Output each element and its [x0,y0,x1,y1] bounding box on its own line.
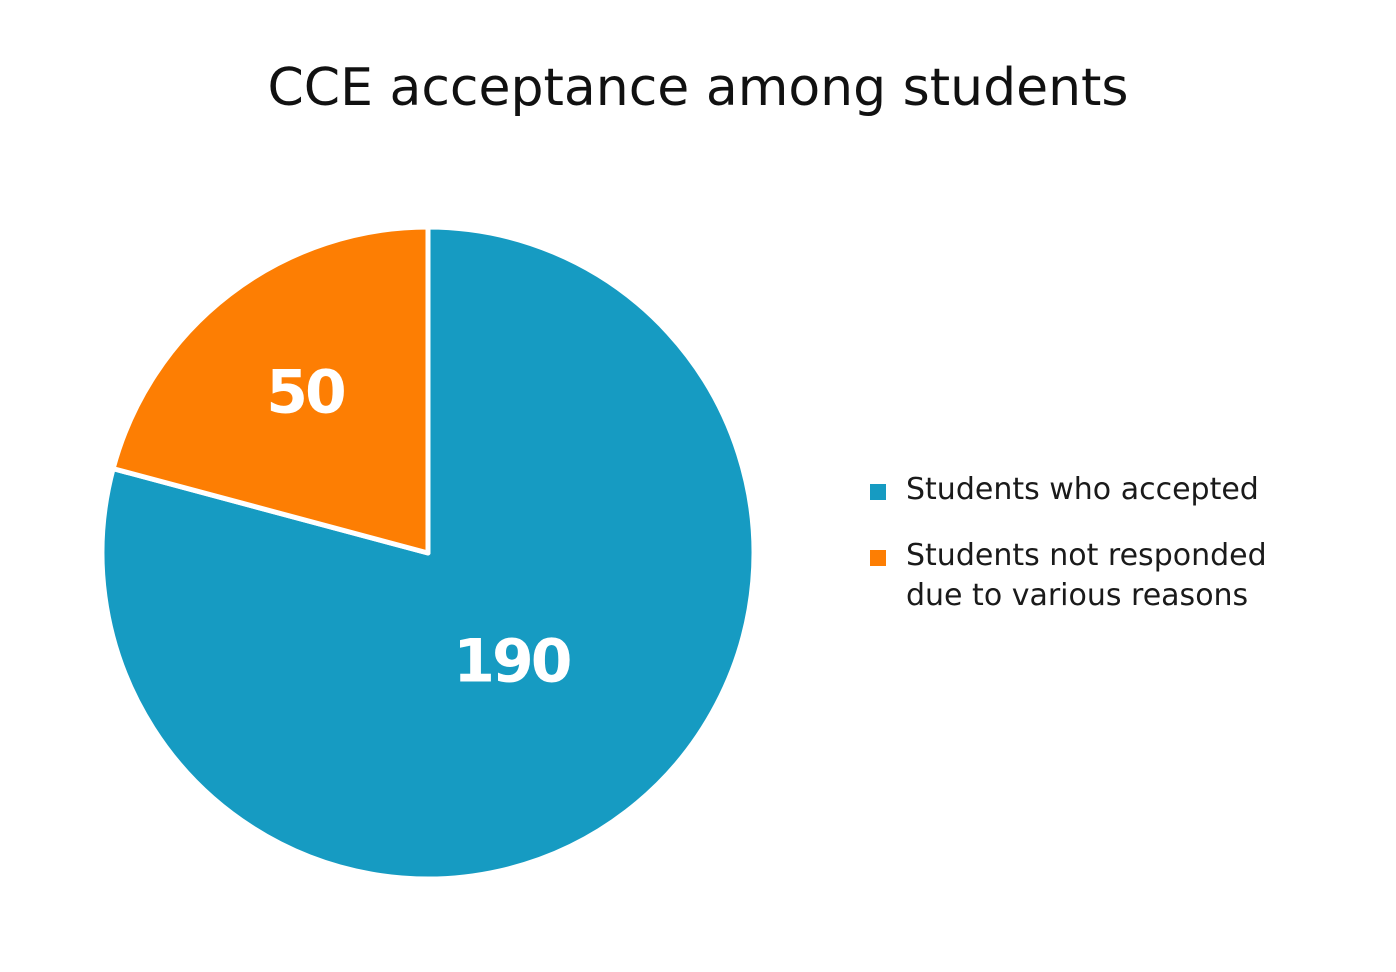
pie-data-labels: 190 50 [266,358,573,697]
chart-legend: Students who accepted Students not respo… [870,470,1350,642]
legend-swatch-accepted [870,484,886,500]
data-label-accepted: 190 [453,627,569,697]
legend-item-not-responded: Students not responded due to various re… [870,536,1350,616]
legend-label-accepted: Students who accepted [906,472,1259,507]
chart-title: CCE acceptance among students [267,58,1129,118]
pie-slices [99,224,757,882]
legend-label-not-responded: Students not responded due to various re… [906,538,1267,613]
legend-item-accepted: Students who accepted [870,470,1350,510]
pie-slice-not-responded [110,224,431,556]
data-label-not-responded: 50 [266,358,344,428]
legend-swatch-not-responded [870,550,886,566]
